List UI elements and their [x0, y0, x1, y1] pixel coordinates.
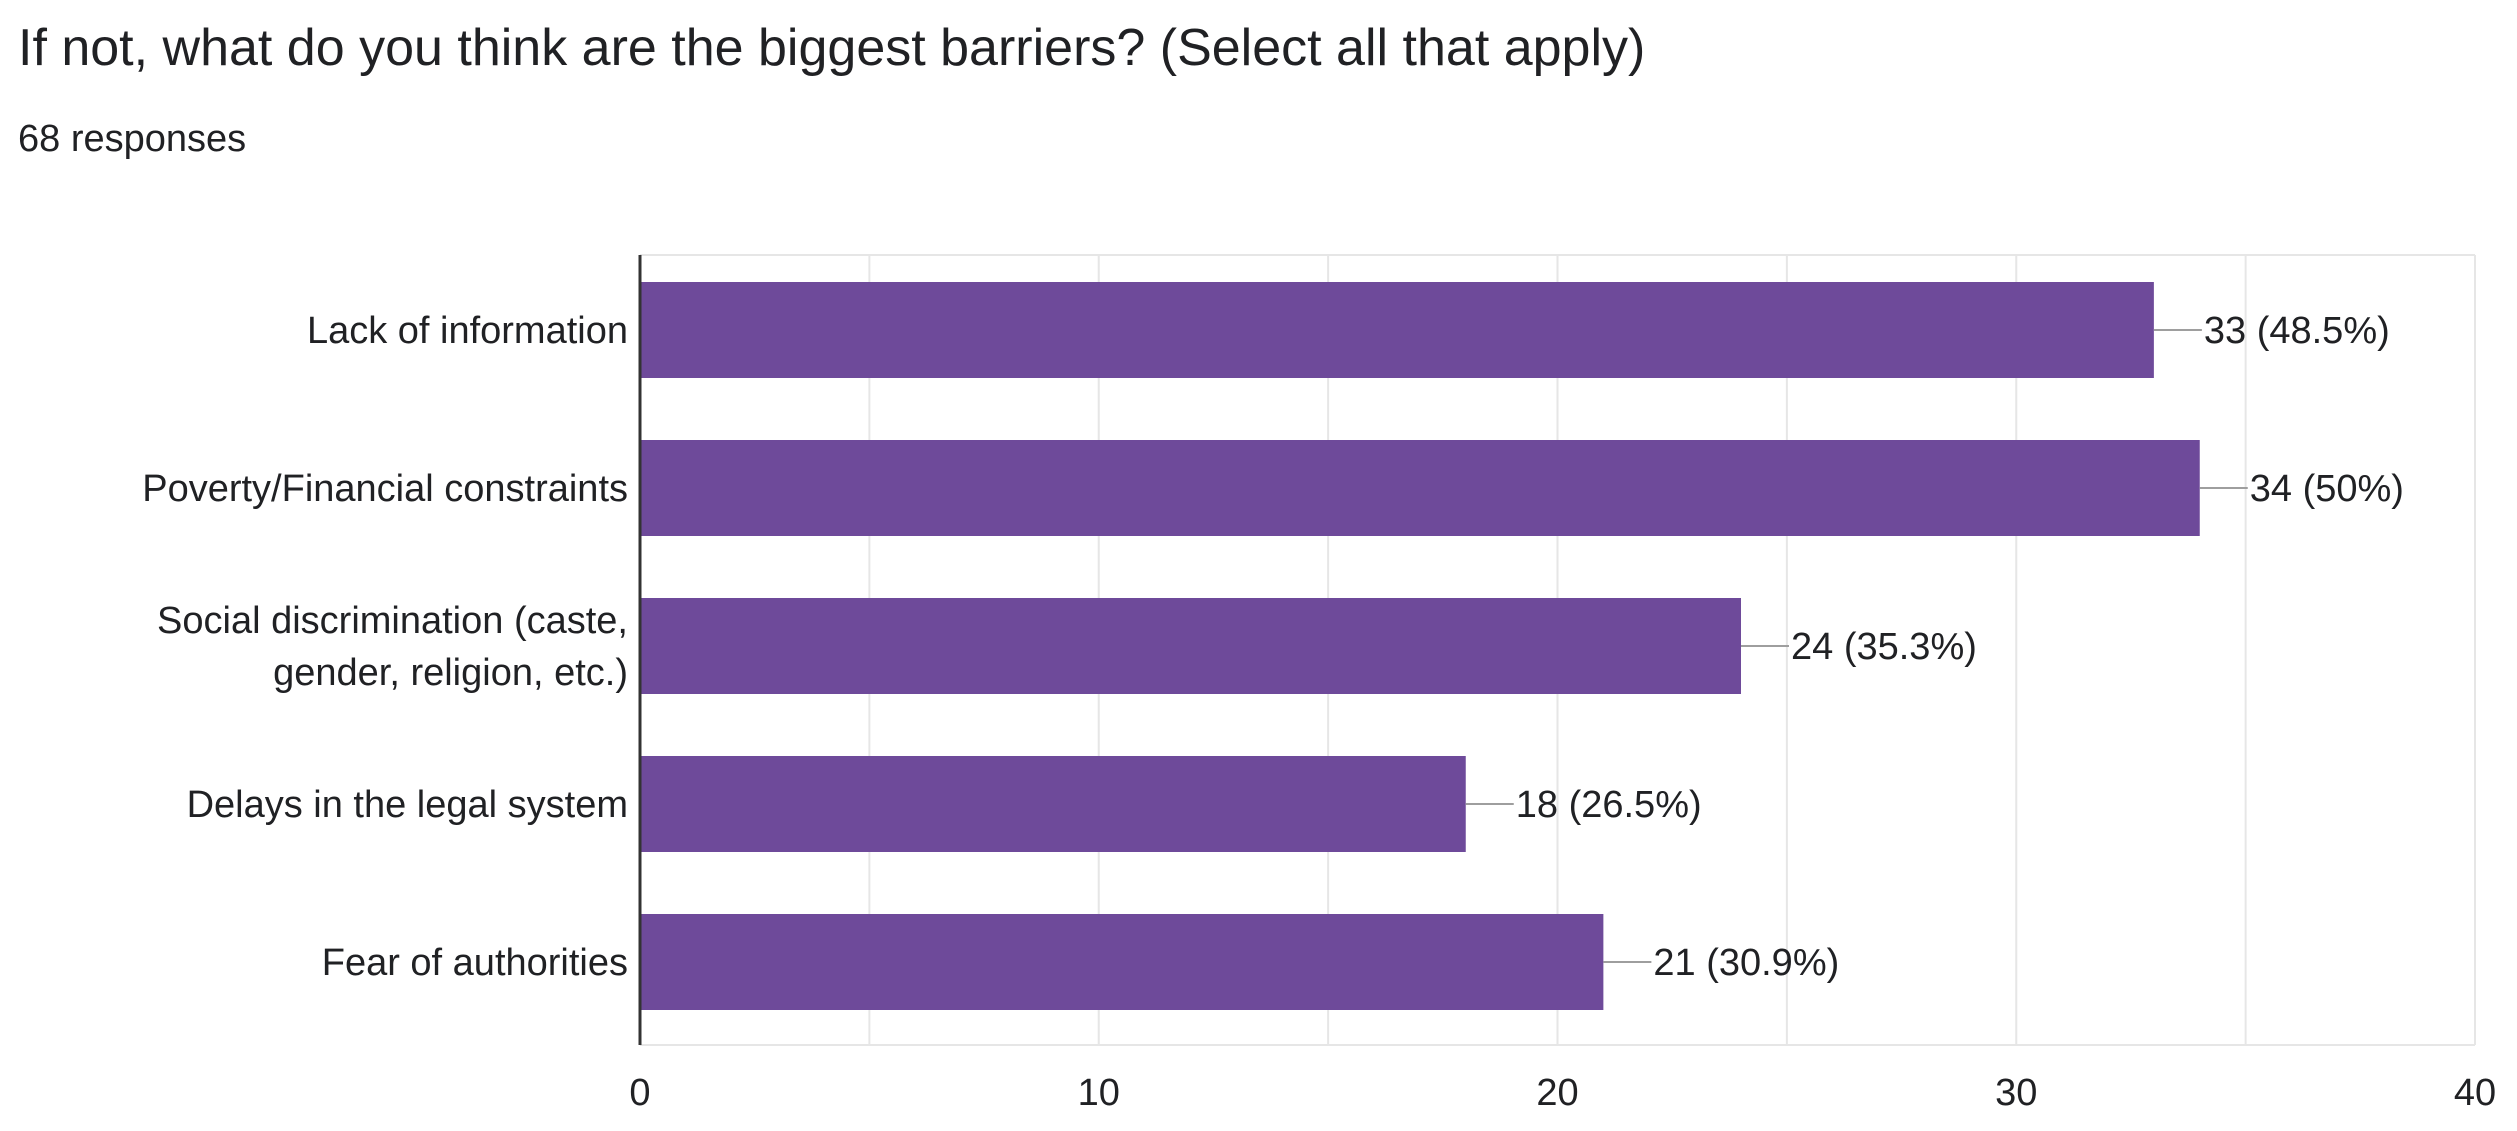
labels: 33 (48.5%) Lack of information 34 (50%) Pov…	[142, 310, 2404, 984]
bar	[640, 440, 2200, 536]
bar	[640, 914, 1604, 1010]
x-tick-label: 20	[1536, 1072, 1578, 1114]
axes: 0 10 20 30 40	[629, 255, 2496, 1114]
value-label: 24 (35.3%)	[1791, 626, 1977, 668]
x-tick-label: 30	[1995, 1072, 2037, 1114]
bar	[640, 756, 1466, 852]
bars	[640, 282, 2200, 1010]
value-label: 18 (26.5%)	[1516, 784, 1702, 826]
x-tick-label: 10	[1078, 1072, 1120, 1114]
x-tick-label: 0	[629, 1072, 650, 1114]
category-label: Social discrimination (caste,	[157, 600, 628, 642]
response-count: 68 responses	[18, 118, 247, 160]
category-label: Lack of information	[307, 310, 628, 352]
category-label: gender, religion, etc.)	[273, 652, 628, 694]
category-label: Poverty/Financial constraints	[142, 468, 628, 510]
bar	[640, 282, 2154, 378]
value-label: 34 (50%)	[2250, 468, 2404, 510]
question-title: If not, what do you think are the bigges…	[18, 19, 1646, 77]
value-label: 33 (48.5%)	[2204, 310, 2390, 352]
grid-lines	[640, 254, 2476, 1046]
x-tick-label: 40	[2454, 1072, 2496, 1114]
category-label: Delays in the legal system	[187, 784, 628, 826]
category-label: Fear of authorities	[322, 942, 628, 984]
bar	[640, 598, 1741, 694]
value-label: 21 (30.9%)	[1653, 942, 1839, 984]
